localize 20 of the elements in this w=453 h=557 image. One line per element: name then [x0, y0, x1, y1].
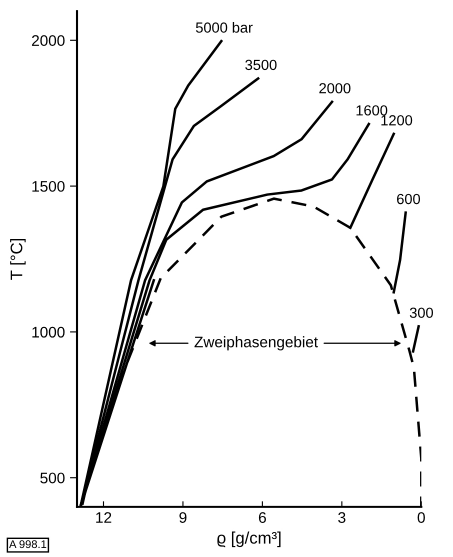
series-label: 1600 [356, 105, 388, 116]
text: A 998.1 [9, 540, 46, 548]
y-axis-title: T [°C] [10, 238, 26, 280]
y-tick-label: 1500 [32, 180, 65, 192]
y-tick-label: 2000 [32, 35, 65, 46]
series-label: 1200 [381, 115, 412, 126]
y-tick-label: 500 [40, 472, 65, 484]
x-tick-label: 0 [418, 512, 425, 523]
series-label: 300 [410, 308, 434, 318]
x-tick-label: 6 [258, 512, 266, 523]
x-tick-label: 12 [96, 512, 112, 523]
x-axis-title: ϱ [g/cm³] [217, 532, 281, 548]
x-tick-label: 9 [179, 512, 186, 523]
series-label: 5000 bar [196, 22, 253, 33]
series-label: 600 [397, 194, 420, 204]
y-tick-label: 1000 [32, 326, 65, 338]
series-label: 2000 [319, 83, 350, 94]
annotation: Zweiphasengebiet [194, 336, 318, 350]
x-tick-label: 3 [338, 512, 346, 523]
series-label: 3500 [245, 60, 277, 70]
